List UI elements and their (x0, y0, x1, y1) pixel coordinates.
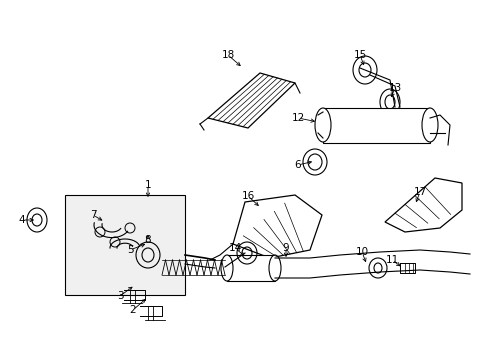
Text: 6: 6 (294, 160, 301, 170)
Text: 18: 18 (221, 50, 234, 60)
Text: 13: 13 (387, 83, 401, 93)
Text: 17: 17 (412, 187, 426, 197)
Ellipse shape (421, 108, 437, 142)
Ellipse shape (221, 255, 232, 281)
Ellipse shape (314, 108, 330, 142)
Text: 12: 12 (291, 113, 304, 123)
Bar (323, 108, 429, 143)
Ellipse shape (268, 255, 281, 281)
Text: 10: 10 (355, 247, 368, 257)
Text: 3: 3 (117, 291, 123, 301)
Polygon shape (207, 73, 294, 128)
Text: 8: 8 (144, 235, 151, 245)
Text: 9: 9 (282, 243, 289, 253)
Text: 5: 5 (126, 245, 133, 255)
Text: 14: 14 (228, 243, 241, 253)
Text: 7: 7 (89, 210, 96, 220)
Text: 15: 15 (353, 50, 366, 60)
Text: 16: 16 (241, 191, 254, 201)
Bar (226, 255, 274, 281)
Text: 1: 1 (144, 180, 151, 190)
Polygon shape (384, 178, 461, 232)
Text: 11: 11 (385, 255, 398, 265)
Bar (65, 195, 184, 295)
Polygon shape (232, 195, 321, 258)
Text: 2: 2 (129, 305, 136, 315)
Text: 4: 4 (19, 215, 25, 225)
